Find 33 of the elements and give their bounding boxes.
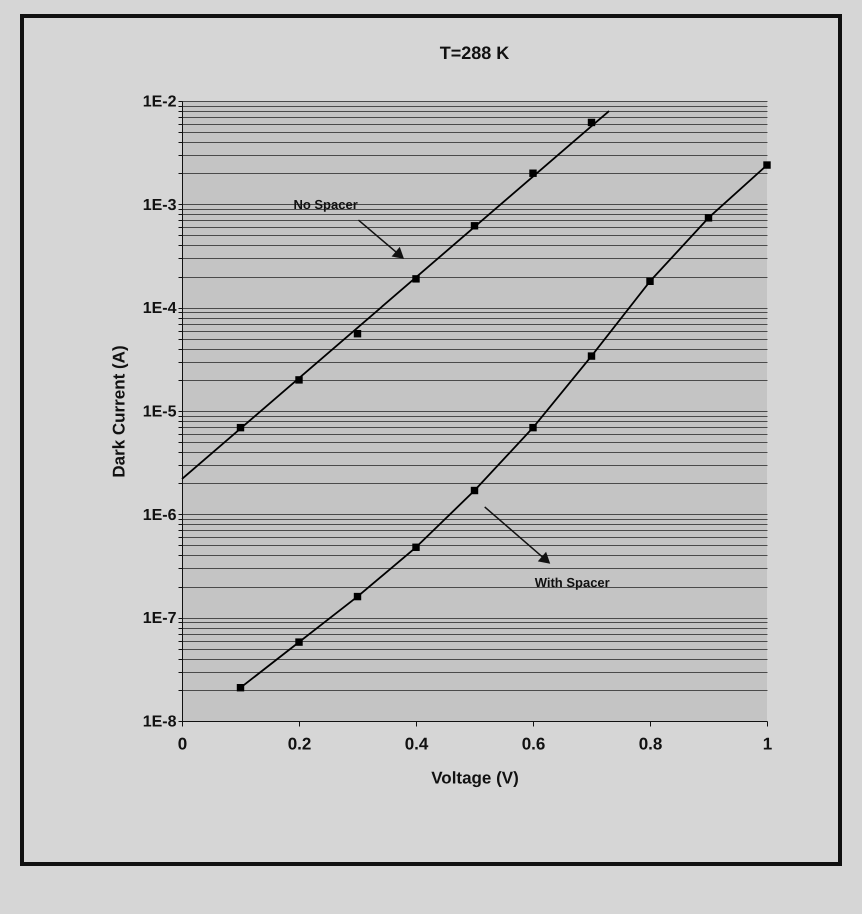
- point: [588, 352, 596, 360]
- point: [529, 170, 537, 177]
- point: [236, 424, 244, 432]
- x-tick-label: 0: [178, 734, 188, 754]
- point: [470, 222, 478, 230]
- x-axis-title: Voltage (V): [431, 768, 519, 788]
- y-tick-label: 1E-4: [142, 300, 177, 318]
- point: [412, 544, 420, 551]
- x-tick-label: 1: [762, 734, 772, 754]
- point: [763, 161, 771, 169]
- point: [295, 638, 303, 646]
- y-tick-label: 1E-7: [142, 610, 177, 628]
- point: [529, 424, 537, 432]
- point: [354, 592, 362, 600]
- point: [236, 684, 244, 692]
- point: [295, 376, 303, 384]
- x-tick-label: 0.8: [638, 734, 662, 754]
- x-tick-label: 0.4: [404, 734, 429, 754]
- x-tick-label: 0.2: [288, 734, 312, 754]
- point: [354, 330, 362, 338]
- point: [588, 118, 596, 126]
- y-tick-label: 1E-3: [142, 196, 177, 214]
- y-tick-label: 1E-6: [142, 506, 177, 524]
- point: [412, 275, 420, 283]
- point: [646, 278, 654, 285]
- annotation: With Spacer: [534, 574, 610, 590]
- chart-title: T=288 K: [440, 43, 510, 63]
- y-tick-label: 1E-2: [142, 94, 177, 110]
- y-axis-title: Dark Current (A): [110, 345, 129, 478]
- point: [704, 214, 712, 222]
- x-tick-label: 0.6: [522, 734, 546, 754]
- y-tick-label: 1E-5: [142, 404, 177, 420]
- y-tick-label: 1E-8: [142, 714, 177, 730]
